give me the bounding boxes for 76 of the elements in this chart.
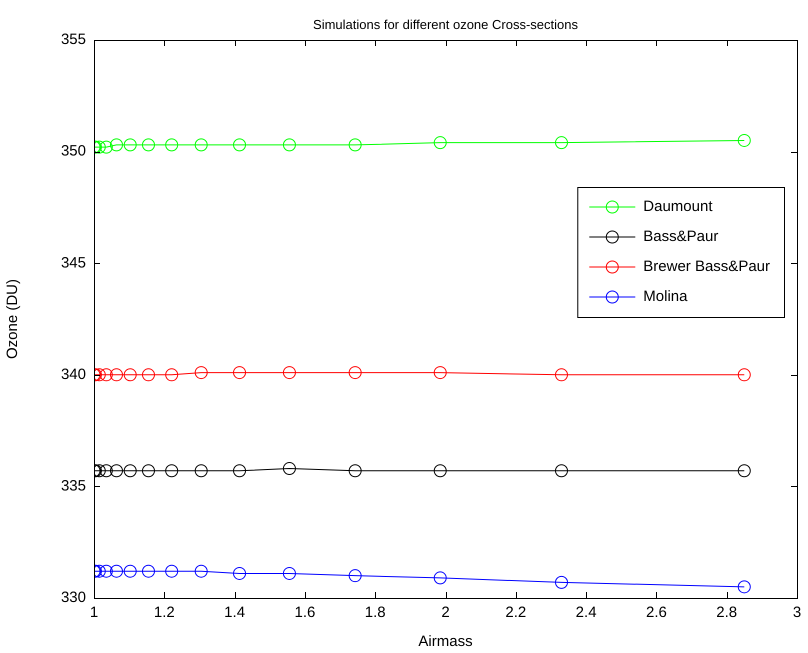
x-tick-label: 1 <box>90 604 98 622</box>
point <box>124 368 137 382</box>
y-tick-label: 335 <box>60 478 86 495</box>
point <box>434 571 447 584</box>
x-tick-label: 1.8 <box>364 604 386 622</box>
point <box>348 366 362 380</box>
point <box>348 569 362 582</box>
point <box>194 464 208 478</box>
point <box>110 368 123 382</box>
point <box>94 368 106 382</box>
x-tick-label: 2.8 <box>716 604 738 622</box>
x-tick-label: 1.4 <box>224 604 246 622</box>
x-tick-label: 2 <box>441 604 450 622</box>
x-tick-label: 1.6 <box>294 604 316 622</box>
y-tick-label: 345 <box>60 254 86 272</box>
x-tick-label: 1.2 <box>154 604 175 622</box>
point <box>94 464 106 478</box>
point <box>94 564 106 578</box>
point <box>100 464 113 478</box>
point <box>110 138 123 152</box>
y-tick-label: 330 <box>60 589 86 606</box>
point <box>142 368 155 382</box>
point <box>348 464 362 478</box>
point <box>282 366 296 380</box>
point <box>124 564 137 578</box>
legend-label: Brewer Bass&Paur <box>643 258 770 276</box>
chart-title: Simulations for different ozone Cross-sections <box>313 17 578 32</box>
point <box>282 566 296 580</box>
x-tick-label: 3 <box>792 604 802 622</box>
legend-label: Molina <box>643 288 688 306</box>
point <box>738 464 751 478</box>
point <box>282 462 296 476</box>
point <box>142 464 155 478</box>
point <box>194 366 208 380</box>
point <box>554 368 568 382</box>
legend-label: Bass&Paur <box>643 228 718 246</box>
point <box>142 138 155 152</box>
point <box>233 366 246 380</box>
point <box>165 564 178 578</box>
x-tick-label: 2.2 <box>505 604 526 622</box>
point <box>124 464 137 478</box>
point <box>124 138 137 152</box>
point <box>434 366 447 380</box>
point <box>434 136 447 150</box>
point <box>142 564 155 578</box>
point <box>233 566 246 580</box>
point <box>738 580 751 594</box>
point <box>348 138 362 152</box>
point <box>554 136 568 150</box>
point <box>194 138 208 152</box>
point <box>738 368 751 382</box>
x-tick-label: 2.4 <box>576 604 597 622</box>
y-tick-label: 340 <box>60 366 86 383</box>
point <box>434 464 447 478</box>
y-axis-title: Ozone (DU) <box>4 278 22 360</box>
point <box>110 564 123 578</box>
point <box>165 464 178 478</box>
x-axis-title: Airmass <box>418 633 473 650</box>
point <box>100 368 113 382</box>
point <box>554 576 568 589</box>
point <box>233 138 246 152</box>
point <box>194 564 208 578</box>
point <box>100 564 113 578</box>
x-tick-label: 2.6 <box>646 604 667 622</box>
point <box>233 464 246 478</box>
point <box>100 140 113 154</box>
point <box>165 138 178 152</box>
point <box>282 138 296 152</box>
point <box>165 368 178 382</box>
y-tick-label: 350 <box>60 142 86 160</box>
legend-label: Daumount <box>643 198 714 216</box>
point <box>738 134 751 147</box>
point <box>94 140 106 154</box>
point <box>110 464 123 478</box>
point <box>554 464 568 478</box>
y-tick-label: 355 <box>60 31 86 48</box>
